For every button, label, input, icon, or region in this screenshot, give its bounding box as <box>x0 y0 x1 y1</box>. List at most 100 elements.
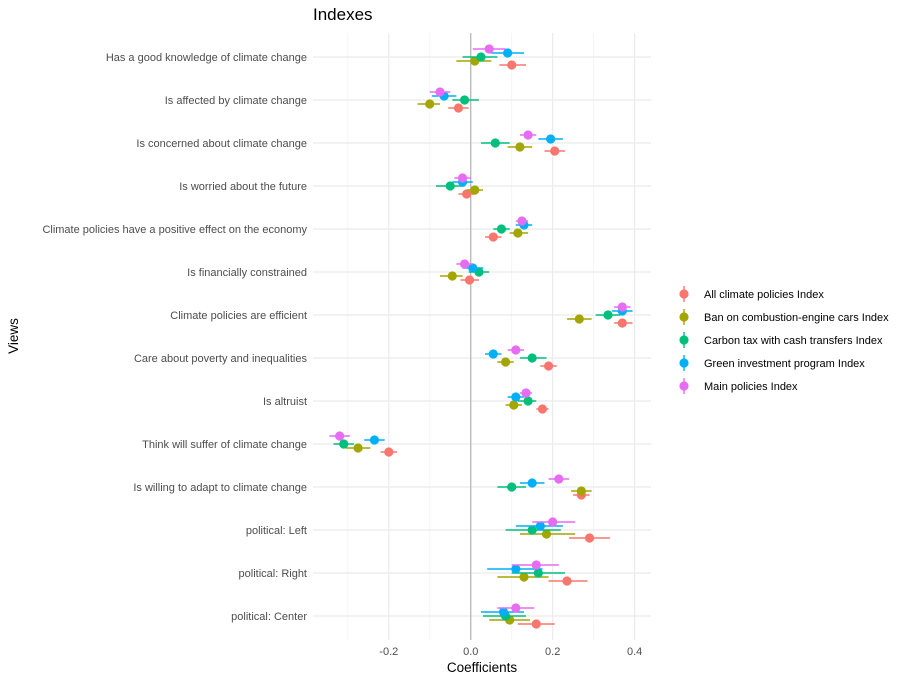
data-point <box>335 431 345 441</box>
data-point <box>511 345 521 355</box>
data-point <box>484 44 494 54</box>
x-tick-label: 0.4 <box>627 646 642 658</box>
series-0 <box>380 60 633 629</box>
series-2 <box>333 52 621 621</box>
data-point <box>531 560 541 570</box>
data-point <box>447 271 457 281</box>
data-point <box>503 48 513 58</box>
data-point <box>459 259 470 269</box>
y-axis-title: Views <box>6 318 21 354</box>
data-point <box>488 232 498 242</box>
data-point <box>384 447 394 457</box>
series-4 <box>329 44 631 613</box>
x-tick-label: -0.2 <box>379 646 398 658</box>
legend-item: Main policies Index <box>679 378 798 394</box>
series-1 <box>345 56 592 625</box>
data-point <box>468 263 478 273</box>
data-point <box>498 607 509 617</box>
y-tick-label: Is worried about the future <box>179 181 307 193</box>
data-point <box>509 400 519 410</box>
data-point <box>464 275 475 285</box>
y-tick-label: political: Center <box>231 611 307 623</box>
data-point <box>527 478 537 488</box>
chart-title: Indexes <box>313 5 373 24</box>
y-tick-label: Care about poverty and inequalities <box>134 353 308 365</box>
legend-item: Carbon tax with cash transfers Index <box>679 332 883 348</box>
data-point <box>507 482 517 492</box>
legend-item: All climate policies Index <box>679 286 824 302</box>
data-point <box>523 396 533 406</box>
data-point <box>550 146 560 156</box>
y-tick-label: Is willing to adapt to climate change <box>133 482 307 494</box>
data-point <box>527 525 537 535</box>
data-point <box>517 216 527 226</box>
legend-item: Ban on combustion-engine cars Index <box>679 309 889 325</box>
data-point <box>462 189 472 199</box>
legend-key-point <box>679 381 689 391</box>
data-point <box>507 60 517 70</box>
data-point <box>576 486 586 496</box>
legend-label: Ban on combustion-engine cars Index <box>704 312 889 324</box>
x-tick-label: 0.0 <box>463 646 478 658</box>
legend: All climate policies Index Ban on combust… <box>679 286 889 394</box>
data-point <box>574 314 584 324</box>
data-point <box>353 443 363 453</box>
data-point <box>435 87 445 97</box>
x-tick-label: 0.2 <box>545 646 560 658</box>
data-point <box>533 568 543 578</box>
data-point <box>511 564 521 574</box>
data-point <box>535 521 545 531</box>
data-point <box>603 310 613 320</box>
data-point <box>459 95 470 105</box>
legend-label: All climate policies Index <box>704 289 824 301</box>
y-tick-label: Climate policies are efficient <box>170 310 307 322</box>
x-axis-title: Coefficients <box>447 660 518 675</box>
data-point <box>457 173 468 183</box>
legend-item: Green investment program Index <box>679 355 865 371</box>
y-tick-label: Is altruist <box>263 396 307 408</box>
legend-key-point <box>679 289 689 299</box>
data-point <box>584 533 595 543</box>
data-point <box>546 134 556 144</box>
data-marks <box>329 44 633 629</box>
data-point <box>339 439 349 449</box>
data-point <box>617 302 627 312</box>
y-tick-label: political: Left <box>246 525 307 537</box>
legend-key-point <box>679 358 689 368</box>
data-point <box>488 349 498 359</box>
y-tick-label: Is concerned about climate change <box>136 138 307 150</box>
data-point <box>513 228 523 238</box>
data-point <box>617 318 627 328</box>
y-tick-label: Is financially constrained <box>187 267 307 279</box>
data-point <box>562 576 572 586</box>
data-point <box>500 357 511 367</box>
data-point <box>425 99 435 109</box>
data-point <box>537 404 548 414</box>
data-point <box>548 517 558 527</box>
legend-label: Carbon tax with cash transfers Index <box>704 335 883 347</box>
data-point <box>453 103 464 113</box>
legend-key-point <box>679 312 689 322</box>
data-point <box>476 52 486 62</box>
data-point <box>511 603 521 613</box>
legend-label: Green investment program Index <box>704 358 865 370</box>
data-point <box>490 138 500 148</box>
data-point <box>521 388 531 398</box>
data-point <box>511 392 521 402</box>
data-point <box>527 353 537 363</box>
data-point <box>541 529 552 539</box>
data-point <box>531 619 541 629</box>
x-axis-ticks: -0.2 0.0 0.2 0.4 <box>379 646 642 658</box>
grid-lines <box>313 33 651 640</box>
data-point <box>523 130 533 140</box>
data-point <box>519 572 529 582</box>
legend-key-point <box>679 335 689 345</box>
legend-label: Main policies Index <box>704 381 798 393</box>
data-point <box>554 474 564 484</box>
y-tick-label: Think will suffer of climate change <box>142 439 307 451</box>
data-point <box>470 185 480 195</box>
data-point <box>515 142 525 152</box>
data-point <box>369 435 380 445</box>
data-point <box>445 181 455 191</box>
